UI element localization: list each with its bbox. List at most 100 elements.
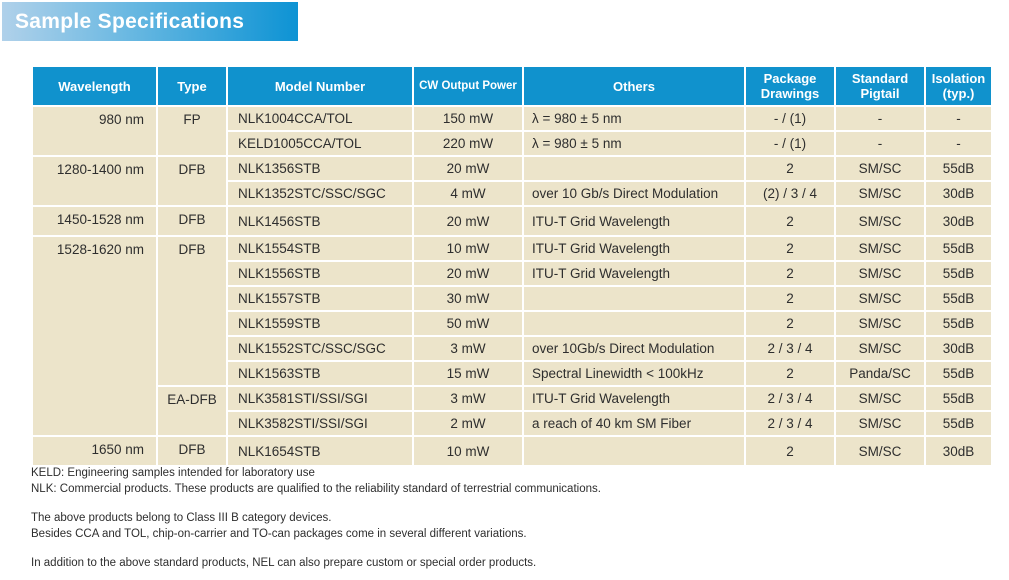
page-title: Sample Specifications	[15, 9, 245, 33]
footnotes: KELD: Engineering samples intended for l…	[31, 466, 601, 572]
cell-pigtail: Panda/SC	[836, 362, 924, 385]
cell-package: 2 / 3 / 4	[746, 387, 834, 410]
table-row: NLK1557STB 30 mW 2 SM/SC 55dB	[33, 287, 991, 310]
table-row: NLK1352STC/SSC/SGC 4 mW over 10 Gb/s Dir…	[33, 182, 991, 205]
cell-others: λ = 980 ± 5 nm	[524, 132, 744, 155]
cell-others: Spectral Linewidth < 100kHz	[524, 362, 744, 385]
note-packages: Besides CCA and TOL, chip-on-carrier and…	[31, 527, 527, 540]
header-row: Wavelength Type Model Number CW Output P…	[33, 67, 991, 105]
cell-pigtail: SM/SC	[836, 237, 924, 260]
cell-model: NLK1552STC/SSC/SGC	[228, 337, 412, 360]
cell-wavelength: 1528-1620 nm	[33, 237, 156, 435]
cell-others	[524, 312, 744, 335]
cell-type: DFB	[158, 157, 226, 205]
cell-others: over 10 Gb/s Direct Modulation	[524, 182, 744, 205]
cell-pigtail: -	[836, 107, 924, 130]
table-row: 1450-1528 nm DFB NLK1456STB 20 mW ITU-T …	[33, 207, 991, 235]
cell-isolation: 55dB	[926, 237, 991, 260]
column-header-model-number: Model Number	[228, 67, 412, 105]
cell-power: 2 mW	[414, 412, 522, 435]
cell-wavelength: 1280-1400 nm	[33, 157, 156, 205]
cell-isolation: 30dB	[926, 207, 991, 235]
cell-isolation: -	[926, 107, 991, 130]
cell-model: NLK1557STB	[228, 287, 412, 310]
cell-others: ITU-T Grid Wavelength	[524, 237, 744, 260]
cell-isolation: 55dB	[926, 362, 991, 385]
cell-package: (2) / 3 / 4	[746, 182, 834, 205]
cell-package: 2	[746, 157, 834, 180]
column-header-isolation: Isolation (typ.)	[926, 67, 991, 105]
table-row: NLK3582STI/SSI/SGI 2 mW a reach of 40 km…	[33, 412, 991, 435]
cell-wavelength: 1650 nm	[33, 437, 156, 465]
cell-others	[524, 157, 744, 180]
cell-type: DFB	[158, 207, 226, 235]
column-header-wavelength: Wavelength	[33, 67, 156, 105]
cell-model: KELD1005CCA/TOL	[228, 132, 412, 155]
cell-pigtail: SM/SC	[836, 387, 924, 410]
table-row: 1280-1400 nm DFB NLK1356STB 20 mW 2 SM/S…	[33, 157, 991, 205]
cell-others	[524, 437, 744, 465]
cell-pigtail: SM/SC	[836, 437, 924, 465]
note-class: The above products belong to Class III B…	[31, 512, 332, 524]
table-row: KELD1005CCA/TOL 220 mW λ = 980 ± 5 nm - …	[33, 132, 991, 155]
cell-isolation: 55dB	[926, 157, 991, 180]
cell-power: 15 mW	[414, 362, 522, 385]
cell-isolation: 55dB	[926, 262, 991, 285]
cell-package: 2 / 3 / 4	[746, 337, 834, 360]
cell-power: 3 mW	[414, 337, 522, 360]
note-custom: In addition to the above standard produc…	[31, 557, 537, 569]
cell-pigtail: SM/SC	[836, 157, 924, 180]
cell-others: over 10Gb/s Direct Modulation	[524, 337, 744, 360]
cell-package: 2	[746, 207, 834, 235]
cell-isolation: 30dB	[926, 437, 991, 465]
table-row: 980 nm FP NLK1004CCA/TOL 150 mW λ = 980 …	[33, 107, 991, 155]
cell-pigtail: SM/SC	[836, 287, 924, 310]
cell-package: 2	[746, 437, 834, 465]
cell-package: 2	[746, 287, 834, 310]
cell-model: NLK1563STB	[228, 362, 412, 385]
table-row: 1650 nm DFB NLK1654STB 10 mW 2 SM/SC 30d…	[33, 437, 991, 465]
cell-pigtail: SM/SC	[836, 412, 924, 435]
cell-isolation: -	[926, 132, 991, 155]
cell-others: ITU-T Grid Wavelength	[524, 262, 744, 285]
cell-power: 50 mW	[414, 312, 522, 335]
cell-power: 20 mW	[414, 262, 522, 285]
cell-package: 2	[746, 362, 834, 385]
cell-model: NLK1556STB	[228, 262, 412, 285]
cell-wavelength: 980 nm	[33, 107, 156, 155]
cell-others: λ = 980 ± 5 nm	[524, 107, 744, 130]
cell-model: NLK1352STC/SSC/SGC	[228, 182, 412, 205]
cell-model: NLK1456STB	[228, 207, 412, 235]
cell-pigtail: -	[836, 132, 924, 155]
cell-package: 2 / 3 / 4	[746, 412, 834, 435]
note-nlk: NLK: Commercial products. These products…	[31, 482, 601, 495]
table-row: NLK1559STB 50 mW 2 SM/SC 55dB	[33, 312, 991, 335]
table-row: NLK1556STB 20 mW ITU-T Grid Wavelength 2…	[33, 262, 991, 285]
cell-model: NLK3582STI/SSI/SGI	[228, 412, 412, 435]
cell-power: 10 mW	[414, 437, 522, 465]
page-title-banner: Sample Specifications	[2, 2, 298, 41]
cell-type: EA-DFB	[158, 387, 226, 435]
cell-package: - / (1)	[746, 132, 834, 155]
column-header-package-drawings: Package Drawings	[746, 67, 834, 105]
cell-model: NLK1004CCA/TOL	[228, 107, 412, 130]
cell-power: 4 mW	[414, 182, 522, 205]
table-row: EA-DFB NLK3581STI/SSI/SGI 3 mW ITU-T Gri…	[33, 387, 991, 435]
cell-isolation: 55dB	[926, 412, 991, 435]
cell-power: 20 mW	[414, 157, 522, 180]
cell-isolation: 55dB	[926, 387, 991, 410]
cell-model: NLK1654STB	[228, 437, 412, 465]
column-header-cw-output-power: CW Output Power	[414, 67, 522, 105]
cell-isolation: 30dB	[926, 337, 991, 360]
cell-model: NLK1554STB	[228, 237, 412, 260]
table-row: 1528-1620 nm DFB NLK1554STB 10 mW ITU-T …	[33, 237, 991, 435]
cell-pigtail: SM/SC	[836, 182, 924, 205]
cell-power: 10 mW	[414, 237, 522, 260]
cell-package: 2	[746, 262, 834, 285]
column-header-type: Type	[158, 67, 226, 105]
cell-others: ITU-T Grid Wavelength	[524, 387, 744, 410]
cell-isolation: 55dB	[926, 287, 991, 310]
cell-type: DFB	[158, 437, 226, 465]
cell-pigtail: SM/SC	[836, 337, 924, 360]
specifications-table: Wavelength Type Model Number CW Output P…	[31, 65, 993, 467]
